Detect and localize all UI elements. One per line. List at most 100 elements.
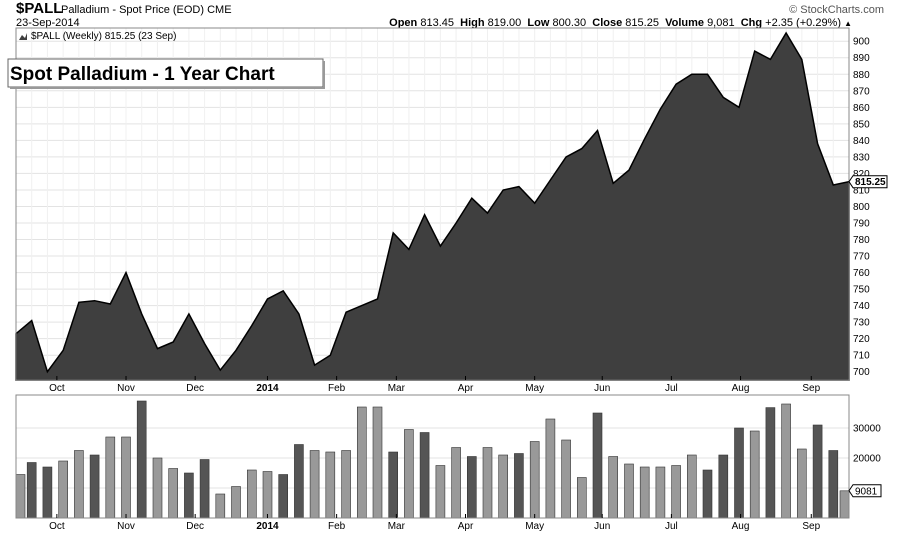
price-tick-label: 810 [853,185,870,196]
price-tick-label: 770 [853,252,870,263]
chart-title: Spot Palladium - 1 Year Chart [10,64,275,85]
volume-x-axis: Oct Nov Dec 2014 Feb Mar Apr May Jun Jul Aug Sep [49,514,821,532]
price-tick-label: 860 [853,103,870,114]
price-month-label: Mar [388,383,406,394]
volume-bar [215,493,226,519]
volume-month-label: Oct [49,521,65,532]
volume-bar [388,451,399,519]
price-month-label: Nov [117,383,135,394]
volume-bar [136,400,147,519]
last-volume-tag: 9081 [848,484,882,498]
volume-bar [247,469,257,519]
volume-bar [749,430,760,519]
volume-bar [828,450,839,519]
price-tick-label: 870 [853,86,870,97]
volume-bar [812,424,823,519]
stockcharts-brand[interactable]: © StockCharts.com [789,4,884,16]
price-tick-label: 820 [853,169,870,180]
price-tick-label: 890 [853,53,870,64]
volume-bar [482,447,493,519]
volume-month-label: Mar [388,521,406,532]
price-month-label: Jul [665,383,678,394]
symbol-label: $PALL [16,0,63,17]
price-tick-label: 900 [853,37,870,48]
high-label: High [460,17,485,29]
low-label: Low [527,17,550,29]
volume-bar [545,418,556,519]
volume-bar [498,454,509,519]
volume-bar [419,432,430,519]
volume-bar [294,444,304,519]
volume-month-label: Feb [328,521,346,532]
volume-bar [839,490,850,519]
price-month-label: Feb [328,383,346,394]
price-tick-label: 700 [853,367,870,378]
volume-bar [152,457,163,519]
price-tick-label: 730 [853,318,870,329]
price-tick-label: 750 [853,285,870,296]
chg-value: +2.35 (+0.29%) [765,17,842,29]
price-tick-label: 790 [853,219,870,230]
volume-month-label: Aug [732,521,750,532]
volume-bar [561,439,571,519]
volume-bar [89,454,100,519]
volume-bar [592,412,603,519]
volume-month-label: Jun [594,521,610,532]
volume-bar [42,466,53,519]
symbol-description: Palladium - Spot Price (EOD) CME [61,4,232,16]
close-value: 815.25 [625,17,659,29]
volume-month-label: 2014 [256,521,279,532]
volume-bar [624,463,634,519]
volume-bar [74,450,84,519]
price-tick-label: 880 [853,70,870,81]
volume-bars [15,400,850,519]
volume-bar [278,474,289,519]
legend-text: $PALL (Weekly) 815.25 (23 Sep) [31,31,176,42]
volume-bar [15,474,26,519]
ohlc-readout: Open 813.45 High 819.00 Low 800.30 Close… [389,17,852,29]
price-panel-frame [15,27,850,381]
chart-date: 23-Sep-2014 [16,17,80,29]
volume-bar [781,403,791,519]
volume-bar [372,406,383,519]
price-month-label: May [525,383,544,394]
volume-bar [325,451,336,519]
volume-bar [121,436,131,519]
price-tick-label: 720 [853,334,870,345]
price-month-label: 2014 [256,383,279,394]
volume-bar [639,466,650,519]
price-tick-label: 710 [853,351,870,362]
price-month-label: Dec [186,383,204,394]
volume-bar [686,454,697,519]
volume-y-axis: 20000 30000 [853,424,881,465]
price-tick-label: 800 [853,202,870,213]
price-tick-label: 740 [853,301,870,312]
price-tick-label: 830 [853,152,870,163]
volume-tick-label: 30000 [853,424,881,435]
legend: $PALL (Weekly) 815.25 (23 Sep) [19,31,176,42]
volume-value: 9,081 [707,17,735,29]
chg-label: Chg [740,17,763,29]
close-label: Close [592,17,623,29]
price-y-axis: 700 710 720 730 740 750 760 770 780 790 800 810 820 8… [853,37,870,379]
description-text: Palladium - Spot Price (EOD) [61,4,205,16]
title-box: Spot Palladium - 1 Year Chart [7,58,325,89]
price-area-series [15,31,850,381]
volume-label: Volume [665,17,704,29]
exchange-text: CME [207,4,232,16]
volume-bar [529,441,540,519]
volume-bar [608,456,619,519]
price-month-label: Jun [594,383,610,394]
volume-month-label: Sep [802,521,820,532]
volume-bar [404,429,414,519]
volume-tick-label: 20000 [853,454,881,465]
volume-bar [341,450,351,519]
up-arrow-icon: ▲ [844,19,852,28]
volume-month-label: Nov [117,521,135,532]
last-volume-marker [848,484,882,498]
price-month-label: Apr [458,383,474,394]
volume-bar [734,427,744,519]
volume-month-label: Jul [665,521,678,532]
volume-bar [356,406,367,519]
last-price-tag: 815.25 [848,175,888,189]
